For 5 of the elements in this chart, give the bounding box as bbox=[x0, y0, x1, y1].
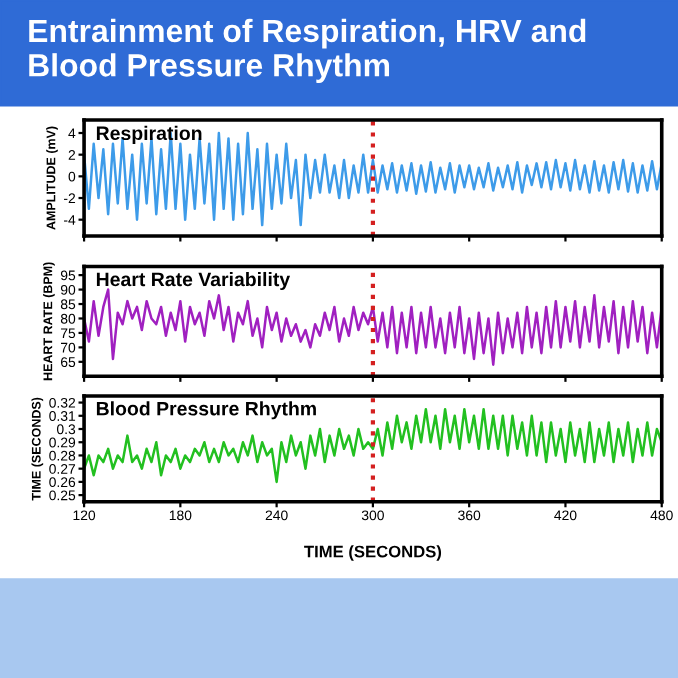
chart-title: Blood Pressure Rhythm bbox=[96, 401, 316, 420]
x-axis-title: TIME (SECONDS) bbox=[304, 545, 442, 561]
chart-title: Respiration bbox=[96, 125, 202, 144]
text: Entrainment of Respiration, HRV and Blood Pressure Rhythm bbox=[29, 18, 586, 83]
chart-title: Heart Rate Variability bbox=[96, 271, 291, 291]
